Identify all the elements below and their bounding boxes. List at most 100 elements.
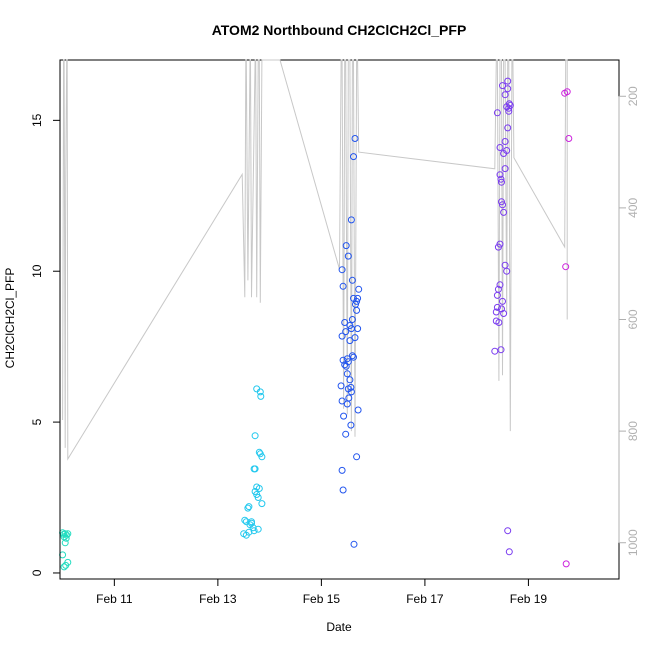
data-point [354,406,362,414]
data-point [353,453,361,461]
data-point [354,294,362,302]
data-point [350,294,357,302]
y-tick-label: 0 [30,569,44,576]
data-point [563,88,571,96]
data-point [505,548,513,556]
x-axis: Feb 11 Feb 13 Feb 15 Feb 17 Feb 19 [96,578,548,606]
data-point [61,539,69,547]
x-tick-label: Feb 19 [510,592,548,606]
data-point [253,491,261,498]
y-axis: 0 5 10 15 [30,113,61,576]
right-axis: 200 400 600 800 1000 [618,86,640,556]
data-point [341,319,349,326]
data-point [244,504,252,512]
data-point [496,171,504,179]
altitude-trace-line [62,59,568,461]
data-point [496,144,504,151]
data-point [339,356,347,364]
data-point [351,135,359,142]
data-point [505,107,513,115]
data-point [499,297,506,305]
data-point [62,561,70,569]
data-point [338,332,346,340]
data-point [348,316,356,323]
data-point [498,178,505,186]
data-point [562,263,570,271]
data-point [62,534,70,542]
data-point [499,201,506,209]
chart-title: ATOM2 Northbound CH2ClCH2Cl_PFP [212,22,467,38]
data-point [254,525,262,533]
data-point [258,500,266,508]
data-point [338,266,346,274]
data-point [494,285,502,293]
x-axis-label: Date [326,620,352,634]
y-axis-label: CH2ClCH2Cl_PFP [3,268,17,369]
data-point [492,308,500,316]
data-point [342,362,350,370]
data-point [347,388,355,396]
data-point [251,432,259,440]
data-point [240,530,248,538]
data-point [250,527,258,535]
data-point [60,563,68,571]
y-tick-label: 5 [30,418,44,425]
data-point [347,216,355,224]
data-point [341,361,349,369]
data-point [350,353,357,361]
data-point [498,198,505,206]
data-point [504,85,512,93]
data-point [343,355,351,363]
data-point [562,560,570,568]
data-point [251,465,259,473]
data-point [496,240,504,248]
data-point [338,397,346,405]
data-point [241,516,249,524]
data-point [493,303,501,311]
data-point [491,347,499,355]
data-point [497,175,505,183]
data-point [496,281,504,289]
data-point [355,285,363,293]
data-point [497,346,505,354]
data-point [256,388,264,396]
y-tick-label: 15 [30,113,44,127]
x-tick-label: Feb 17 [406,592,444,606]
data-point [504,527,512,535]
data-point [342,328,350,336]
data-point [346,376,354,384]
data-point [504,77,512,85]
data-point [343,370,351,378]
right-axis-tick-label: 1000 [626,529,640,556]
data-point [492,317,500,325]
right-axis-tick-label: 600 [626,309,640,329]
x-tick-label: Feb 11 [96,592,133,606]
data-point [500,310,508,317]
data-point [350,540,358,548]
right-axis-tick-label: 400 [626,198,640,218]
right-axis-tick-label: 800 [626,421,640,441]
data-point [342,430,350,438]
data-point [493,109,501,117]
data-point [348,276,356,284]
data-point [501,165,509,173]
data-point [338,466,346,474]
data-point [346,337,354,345]
data-point [258,453,266,461]
data-point [505,100,513,108]
y-tick-label: 10 [30,264,44,278]
data-point [351,334,359,342]
data-point [347,325,355,333]
data-point [499,82,506,90]
x-tick-label: Feb 15 [303,592,341,606]
data-point [501,138,509,145]
altitude-trace-layer [62,59,568,461]
data-point [503,147,511,154]
data-point [350,153,357,161]
data-point [257,392,265,400]
plot-box [59,59,620,580]
data-point [352,300,359,308]
data-point [245,503,253,511]
data-point [344,252,352,260]
